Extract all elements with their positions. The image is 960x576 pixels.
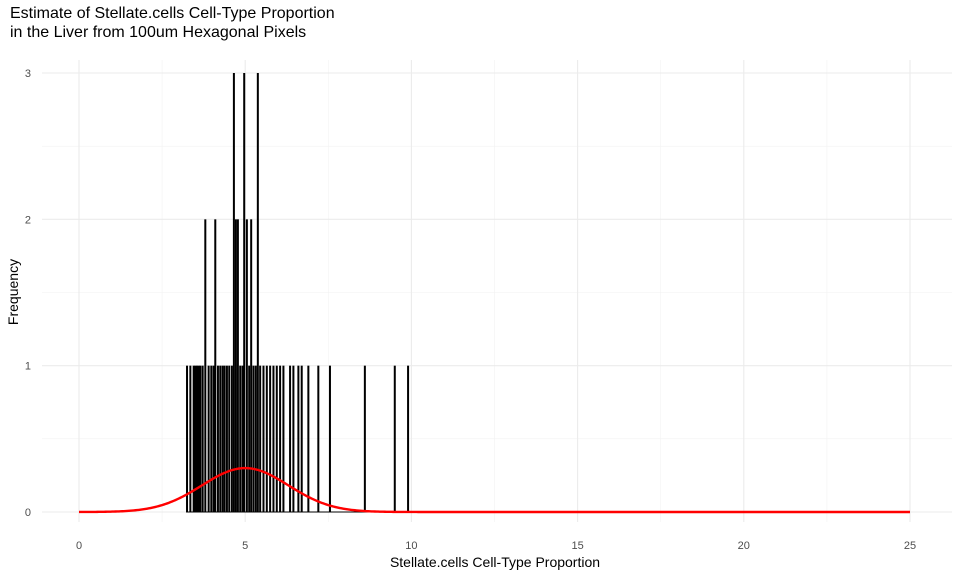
density-curve (79, 466, 910, 514)
x-tick-label: 15 (571, 540, 583, 552)
histogram-bar (204, 219, 207, 513)
histogram-bar (197, 365, 200, 512)
histogram-bar (232, 73, 235, 512)
histogram-bar (328, 365, 331, 512)
histogram-bar (189, 365, 192, 512)
y-axis-label: Frequency (5, 259, 21, 325)
histogram-bar (297, 365, 300, 512)
x-tick-label: 5 (242, 540, 248, 552)
x-tick-label: 20 (738, 540, 750, 552)
histogram-bar (201, 365, 204, 512)
histogram-bar (269, 365, 272, 512)
y-tick-label: 2 (25, 214, 31, 226)
histogram-bar (219, 365, 222, 512)
histogram-bar (248, 365, 251, 512)
histogram-bar (289, 365, 292, 512)
histogram-bar (199, 365, 202, 512)
histogram-bar (234, 219, 237, 513)
histogram-bar (272, 365, 275, 512)
y-tick-label: 1 (25, 361, 31, 373)
chart-subtitle: in the Liver from 100um Hexagonal Pixels (10, 24, 307, 41)
x-axis-label: Stellate.cells Cell-Type Proportion (390, 554, 600, 570)
histogram-bar (252, 365, 255, 512)
histogram-bar (223, 365, 226, 512)
histogram-bar (250, 219, 253, 513)
histogram-bar (363, 365, 366, 512)
histogram-bar (241, 365, 244, 512)
grid-lines (42, 60, 952, 522)
histogram-bar (292, 365, 295, 512)
histogram-bar (236, 219, 239, 513)
histogram-bar (210, 365, 213, 512)
histogram-bar (282, 365, 285, 512)
histogram-bar (216, 365, 219, 512)
histogram-bar (275, 365, 278, 512)
y-tick-label: 0 (25, 507, 31, 519)
histogram-bar (228, 365, 231, 512)
chart-title: Estimate of Stellate.cells Cell-Type Pro… (10, 5, 335, 22)
histogram-bar (279, 365, 282, 512)
histogram-bar (186, 365, 189, 512)
histogram-bar (407, 365, 410, 512)
x-axis-ticks: 0 5 10 15 20 25 (76, 540, 916, 552)
histogram-bar (256, 73, 259, 512)
density-curve-layer (79, 466, 910, 514)
histogram-bar (307, 365, 310, 512)
histogram-bar (239, 365, 242, 512)
histogram-bar (243, 73, 246, 512)
y-axis-ticks: 0 1 2 3 (25, 68, 31, 519)
histogram-bar (265, 365, 268, 512)
x-tick-label: 0 (76, 540, 82, 552)
histogram-bar (259, 365, 262, 512)
histogram-bar (245, 219, 248, 513)
histogram-bar (254, 365, 257, 512)
histogram-bar (221, 365, 224, 512)
histogram-bar (300, 365, 303, 512)
histogram-bar (212, 365, 215, 512)
histogram-bar (317, 365, 320, 512)
y-tick-label: 3 (25, 68, 31, 80)
histogram-bar (393, 365, 396, 512)
histogram-bar (225, 365, 228, 512)
histogram-bar (214, 219, 217, 513)
x-tick-label: 10 (405, 540, 417, 552)
x-tick-label: 25 (904, 540, 916, 552)
histogram-bar (192, 365, 195, 512)
histogram-bar (262, 365, 265, 512)
histogram-bar (196, 365, 199, 512)
histogram-bar (207, 365, 210, 512)
histogram-bar (194, 365, 197, 512)
histogram-bar (230, 365, 233, 512)
